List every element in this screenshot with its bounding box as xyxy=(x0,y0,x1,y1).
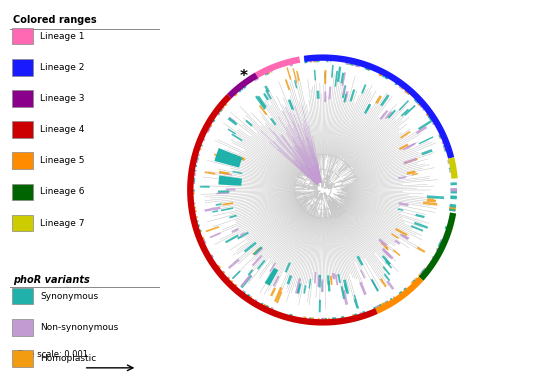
Polygon shape xyxy=(187,94,378,326)
FancyBboxPatch shape xyxy=(12,215,33,231)
Text: Lineage 6: Lineage 6 xyxy=(40,187,85,196)
FancyBboxPatch shape xyxy=(12,319,33,336)
Polygon shape xyxy=(375,277,424,314)
FancyBboxPatch shape xyxy=(12,184,33,200)
Polygon shape xyxy=(227,73,258,99)
Text: Lineage 1: Lineage 1 xyxy=(40,32,85,41)
Polygon shape xyxy=(264,268,278,286)
Text: phoR variants: phoR variants xyxy=(13,275,90,285)
Text: *: * xyxy=(240,68,248,84)
Polygon shape xyxy=(219,176,242,186)
Text: Non-synonymous: Non-synonymous xyxy=(40,323,118,332)
Polygon shape xyxy=(304,54,454,159)
FancyBboxPatch shape xyxy=(12,90,33,107)
Text: Lineage 5: Lineage 5 xyxy=(40,156,85,165)
Text: Synonymous: Synonymous xyxy=(40,291,98,301)
Text: Lineage 3: Lineage 3 xyxy=(40,94,85,103)
Text: Lineage 2: Lineage 2 xyxy=(40,63,85,72)
Text: Colored ranges: Colored ranges xyxy=(13,15,97,25)
Polygon shape xyxy=(214,148,242,168)
FancyBboxPatch shape xyxy=(12,350,33,367)
FancyBboxPatch shape xyxy=(12,288,33,304)
FancyBboxPatch shape xyxy=(12,59,33,76)
FancyBboxPatch shape xyxy=(12,121,33,138)
Polygon shape xyxy=(448,157,458,179)
Text: Lineage 7: Lineage 7 xyxy=(40,218,85,228)
Polygon shape xyxy=(418,212,456,281)
FancyBboxPatch shape xyxy=(12,152,33,169)
FancyBboxPatch shape xyxy=(12,28,33,44)
Text: Lineage 4: Lineage 4 xyxy=(40,125,85,134)
Text: Homoplastic: Homoplastic xyxy=(40,354,97,363)
Polygon shape xyxy=(255,57,300,78)
Text: Tree scale: 0.001: Tree scale: 0.001 xyxy=(17,350,88,359)
